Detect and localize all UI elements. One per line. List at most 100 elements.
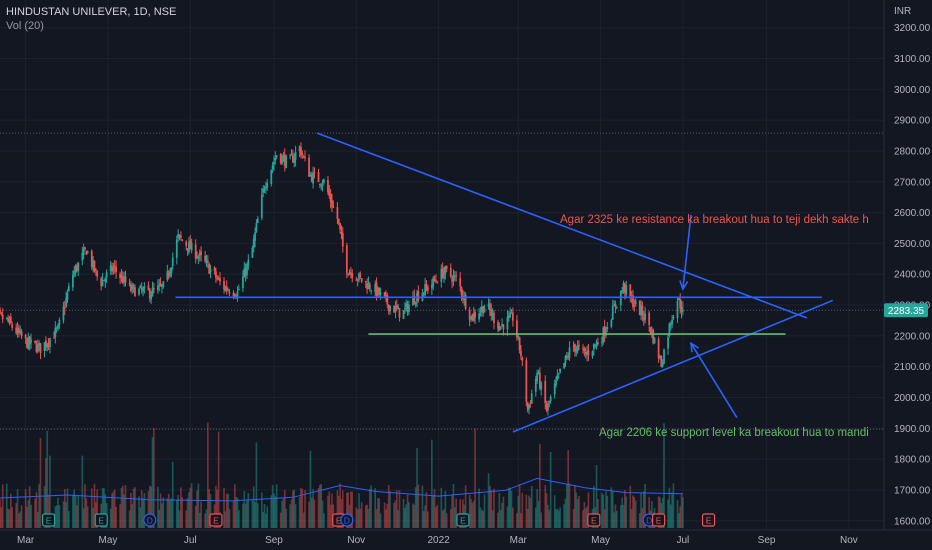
candle	[256, 218, 259, 223]
volume-bar	[483, 494, 486, 528]
candle	[355, 279, 358, 281]
candle	[614, 303, 617, 308]
volume-bar	[624, 489, 626, 528]
candle	[1, 314, 4, 320]
event-marker-letter: E	[460, 516, 466, 526]
volume-bar	[285, 508, 287, 528]
volume-bar	[19, 511, 22, 528]
candle	[237, 289, 240, 291]
candle	[20, 331, 23, 337]
candle	[517, 336, 520, 338]
volume-bar	[0, 507, 3, 528]
candle	[225, 286, 228, 291]
volume-bar	[309, 450, 312, 528]
candle	[65, 297, 68, 307]
candle	[386, 295, 389, 305]
volume-bar	[143, 492, 146, 528]
candle	[84, 247, 86, 250]
volume-bar	[77, 495, 80, 528]
volume-bar	[138, 496, 140, 528]
volume-bar	[356, 509, 359, 528]
volume-indicator-label[interactable]: Vol (20)	[6, 20, 44, 32]
candle	[35, 344, 38, 352]
candle	[213, 267, 216, 271]
volume-bar	[317, 488, 320, 528]
y-tick-label: 3000.00	[894, 85, 931, 96]
volume-bar	[232, 501, 235, 528]
drawings	[175, 132, 834, 433]
candle	[151, 287, 154, 297]
volume-bar	[236, 497, 239, 528]
candle	[304, 157, 306, 159]
candle	[644, 313, 647, 321]
candle	[124, 276, 127, 283]
volume-bar	[0, 499, 1, 528]
volume-bar	[347, 492, 350, 528]
candle	[332, 206, 335, 208]
candle	[596, 342, 599, 345]
volume-bar	[679, 506, 682, 528]
candle	[243, 268, 246, 278]
candle	[679, 299, 682, 309]
candle	[47, 342, 50, 346]
volume-bar	[374, 488, 377, 528]
candle	[385, 295, 387, 297]
volume-bar	[445, 513, 448, 528]
candle	[395, 305, 398, 309]
volume-bar	[634, 500, 637, 528]
volume-bar	[671, 492, 673, 528]
volume-bar	[667, 499, 669, 528]
volume-bar	[553, 495, 556, 528]
candle	[518, 336, 521, 351]
candle	[459, 278, 462, 287]
candle	[659, 356, 661, 358]
dividend-marker	[340, 513, 354, 527]
volume-bar	[68, 511, 70, 528]
candle	[18, 327, 20, 333]
candle	[387, 304, 390, 312]
candle	[223, 281, 225, 290]
candle	[669, 324, 672, 326]
volume-bar	[441, 510, 444, 528]
candle	[16, 327, 19, 334]
volume-bar	[421, 485, 424, 528]
dividend-marker	[143, 513, 157, 527]
candle	[66, 292, 69, 300]
event-marker-letter: E	[706, 516, 712, 526]
y-tick-label: 1900.00	[894, 424, 931, 435]
volume-bar	[601, 492, 603, 528]
symbol-title[interactable]: HINDUSTAN UNILEVER, 1D, NSE	[6, 6, 177, 18]
volume-bar	[63, 489, 66, 528]
candle	[167, 273, 170, 276]
candle	[559, 368, 561, 373]
volume-bar	[404, 507, 406, 528]
candle	[633, 305, 636, 307]
candle	[233, 294, 236, 297]
x-tick-label: Nov	[347, 535, 365, 546]
candle	[345, 245, 348, 274]
volume-bar	[512, 507, 514, 528]
candle	[293, 158, 296, 163]
volume-bar	[337, 495, 340, 528]
volume-bar	[555, 509, 557, 528]
candle	[487, 303, 490, 307]
volume-bar	[383, 502, 386, 528]
candle	[208, 263, 211, 274]
volume-bar	[346, 493, 348, 528]
candle	[648, 312, 651, 326]
volume-bar	[265, 513, 267, 528]
candle	[366, 283, 368, 290]
candle	[592, 343, 595, 350]
candle	[82, 248, 85, 256]
x-tick-label: 2022	[428, 535, 451, 546]
volume-bar	[625, 496, 628, 528]
candle	[489, 303, 491, 311]
volume-bar	[55, 505, 58, 528]
volume-bar	[537, 500, 540, 528]
candle	[544, 380, 547, 404]
candle	[285, 155, 288, 169]
trendline	[512, 299, 834, 433]
candle	[232, 293, 235, 297]
